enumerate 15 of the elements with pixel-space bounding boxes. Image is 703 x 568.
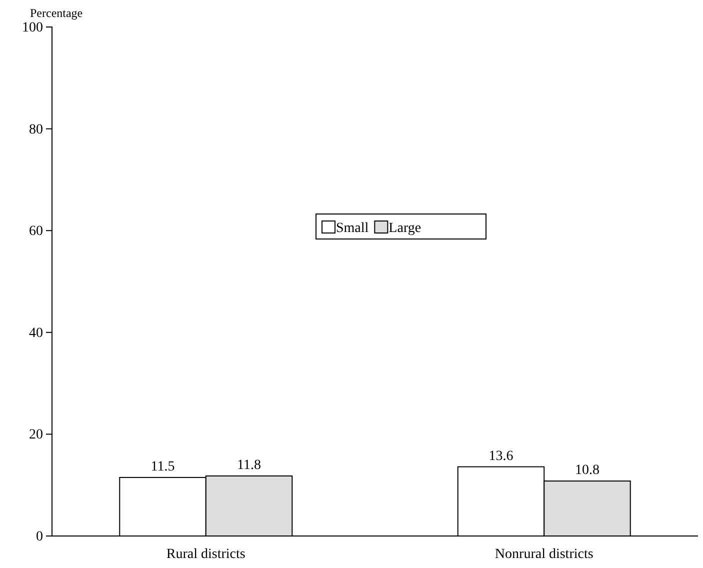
legend-label: Large: [388, 221, 422, 236]
data-label: 13.6: [488, 448, 514, 464]
legend-label: Small: [336, 221, 369, 236]
y-tick-label: 0: [36, 529, 43, 544]
x-tick-label: Rural districts: [166, 546, 246, 562]
y-tick-label: 40: [29, 326, 43, 341]
y-tick-label: 80: [29, 122, 43, 138]
data-label: 11.8: [237, 458, 262, 473]
y-tick-label: 20: [29, 428, 43, 443]
y-tick-label: 100: [22, 20, 43, 36]
y-tick-label: 60: [29, 224, 43, 240]
data-label: 11.5: [150, 459, 175, 474]
y-axis-title: Percentage: [30, 6, 83, 20]
x-tick-label: Nonrural districts: [494, 546, 594, 562]
data-label: 10.8: [574, 463, 600, 478]
